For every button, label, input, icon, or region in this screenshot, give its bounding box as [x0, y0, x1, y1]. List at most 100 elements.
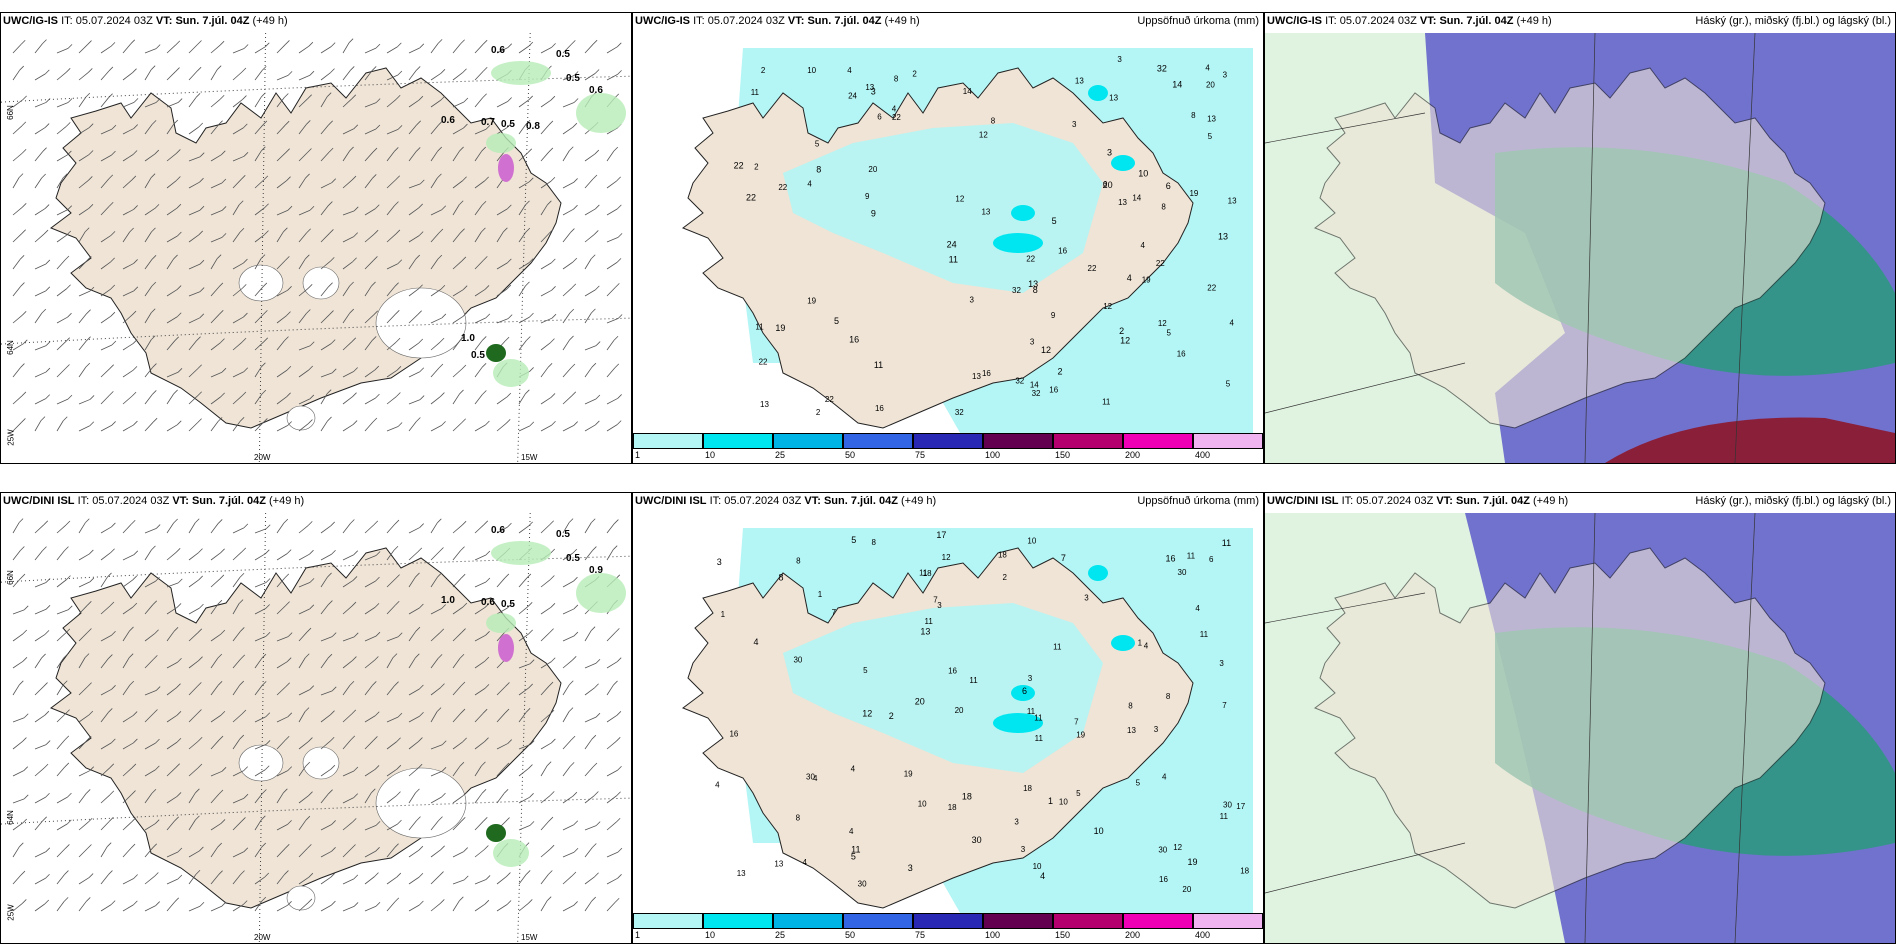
- wind-barb-flag: [21, 229, 26, 234]
- wind-barb: [232, 874, 241, 885]
- wind-barb: [78, 231, 86, 243]
- precip-value-label: 32: [1012, 286, 1021, 295]
- wind-barb: [562, 684, 570, 696]
- precip-value-label: 16: [729, 730, 738, 739]
- wind-barb: [562, 905, 574, 912]
- wind-barb: [430, 849, 441, 858]
- precip-value-label: 1: [721, 610, 726, 619]
- wind-barb-flag: [23, 766, 29, 771]
- wind-barb: [386, 369, 398, 378]
- wind-barb-flag: [353, 124, 359, 130]
- wind-barb: [430, 99, 442, 108]
- wind-barb: [298, 258, 306, 270]
- wind-barb-flag: [592, 39, 598, 45]
- wind-barb-flag: [309, 578, 315, 583]
- lon-label-20: 20W: [254, 933, 271, 942]
- wind-barb: [188, 686, 198, 696]
- wind-barb: [34, 657, 42, 669]
- model-name: UWC/IG-IS: [1267, 15, 1322, 27]
- wind-barb: [320, 261, 331, 270]
- wind-barb: [298, 902, 309, 912]
- wind-barb: [100, 178, 110, 189]
- wind-barb: [496, 686, 506, 696]
- wind-barb: [386, 263, 398, 270]
- wind-barb-flag: [88, 150, 94, 155]
- wind-barb: [474, 43, 484, 54]
- wind-barb: [606, 877, 618, 885]
- wind-barb: [606, 741, 617, 750]
- precip-value-label: 22: [759, 358, 768, 367]
- wind-barb: [210, 44, 221, 54]
- wind-barb-flag: [573, 847, 579, 853]
- wind-barb: [584, 716, 597, 723]
- wind-barb: [78, 96, 87, 108]
- wind-barb: [430, 576, 438, 588]
- wind-barb: [386, 233, 397, 243]
- wind-barb: [12, 152, 23, 162]
- wind-barb: [78, 739, 88, 750]
- wind-barb-flag: [238, 599, 244, 604]
- snow-patch: [576, 573, 626, 613]
- wind-barb: [408, 904, 420, 912]
- wind-barb-flag: [505, 682, 510, 687]
- wind-barb-flag: [374, 765, 380, 770]
- wind-barb-flag: [284, 573, 290, 579]
- wind-barb-flag: [89, 421, 95, 427]
- precip-value-label: 7: [1074, 717, 1079, 726]
- wind-barb-flag: [241, 284, 247, 289]
- legend-swatch: [1193, 433, 1263, 449]
- wind-barb-flag: [198, 656, 203, 661]
- wind-barb: [210, 823, 222, 831]
- wind-barb: [298, 232, 307, 243]
- wind-barb: [452, 879, 465, 885]
- wind-barb: [78, 901, 87, 912]
- panel-title: Háský (gr.), miðský (fj.bl.) og lágský (…: [1695, 15, 1891, 27]
- grid-line: [1265, 112, 1426, 144]
- wind-barb-flag: [217, 417, 223, 422]
- wind-barb: [342, 660, 353, 669]
- wind-barb-flag: [375, 43, 381, 49]
- wind-barb-flag: [615, 817, 621, 823]
- wind-barb-flag: [220, 150, 226, 156]
- wind-barb-flag: [220, 548, 225, 554]
- wind-barb: [56, 657, 65, 669]
- wind-barb: [276, 874, 285, 885]
- wind-barb: [122, 821, 133, 831]
- wind-barb-flag: [150, 65, 156, 70]
- wind-barb-flag: [263, 418, 268, 423]
- wind-barb-flag: [243, 123, 248, 129]
- legend-swatch: [913, 433, 983, 449]
- wind-barb-flag: [20, 363, 25, 368]
- wind-barb-flag: [550, 338, 555, 343]
- precip-value-label: 7: [1222, 701, 1227, 710]
- wind-barb-flag: [265, 524, 271, 530]
- wind-barb-flag: [66, 575, 71, 580]
- wind-barb-flag: [547, 363, 553, 368]
- it-label: IT:: [61, 15, 73, 27]
- legend-tick: 25: [775, 450, 786, 460]
- wind-barb: [34, 744, 47, 750]
- cloud-map: [1265, 513, 1895, 943]
- wind-barb: [100, 712, 109, 723]
- wind-barb-flag: [482, 390, 487, 395]
- wind-barb-flag: [550, 575, 555, 580]
- wind-barb-flag: [485, 875, 491, 880]
- lead-time: (+49 h): [1516, 15, 1552, 27]
- wind-barb: [386, 685, 395, 696]
- precip-value-label: 3: [1021, 845, 1026, 854]
- wind-barb: [562, 287, 573, 297]
- wind-barb: [254, 769, 266, 777]
- wind-barb-flag: [396, 764, 402, 770]
- wind-barb-flag: [507, 522, 512, 528]
- wind-barb: [210, 657, 219, 669]
- wind-barb-flag: [594, 149, 600, 155]
- wind-barb: [100, 70, 110, 81]
- wind-barb: [166, 424, 178, 432]
- wind-barb-flag: [88, 204, 94, 209]
- wind-barb-flag: [242, 900, 248, 905]
- precip-value-label: 22: [734, 160, 744, 170]
- wind-barb-flag: [525, 281, 530, 287]
- wind-barb-flag: [462, 312, 468, 317]
- precip-value-label: 19: [1076, 730, 1085, 739]
- wind-barb-flag: [133, 98, 139, 103]
